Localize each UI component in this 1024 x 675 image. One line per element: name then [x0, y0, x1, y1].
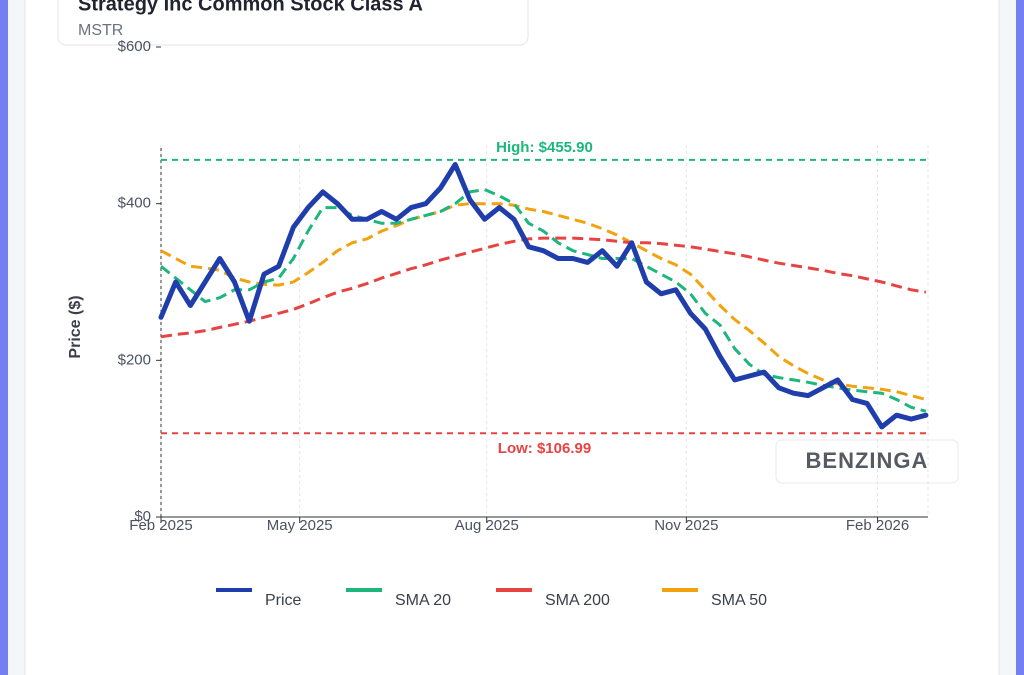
y-axis-label: Price ($)	[67, 295, 84, 358]
legend-label: SMA 20	[395, 592, 451, 609]
reference-label: High: $455.90	[496, 139, 593, 156]
legend-label: SMA 50	[711, 592, 767, 609]
x-tick-label: May 2025	[267, 517, 333, 534]
y-tick-label: $600	[118, 38, 151, 55]
y-tick-label: $400	[118, 195, 151, 212]
card	[24, 0, 1000, 675]
x-tick-label: Feb 2026	[846, 517, 909, 534]
series-line	[160, 188, 927, 413]
title: Strategy Inc Common Stock Class A	[78, 0, 423, 15]
y-tick-label: $0	[134, 508, 151, 525]
series-line	[160, 236, 927, 339]
series-line	[158, 162, 929, 430]
watermark-box	[775, 439, 959, 484]
reference-label: Low: $106.99	[498, 440, 591, 457]
x-tick-label: Aug 2025	[455, 517, 519, 534]
x-tick-label: Nov 2025	[654, 517, 718, 534]
series-line	[160, 202, 927, 401]
subtitle: MSTR	[78, 22, 123, 39]
x-tick-label: Feb 2025	[129, 517, 192, 534]
y-tick-label: $200	[118, 351, 151, 368]
legend-label: SMA 200	[545, 592, 610, 609]
watermark: BENZINGA	[806, 448, 929, 473]
header-box	[57, 0, 529, 46]
legend-label: Price	[265, 592, 302, 609]
